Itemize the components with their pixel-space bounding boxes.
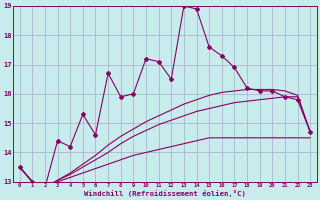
X-axis label: Windchill (Refroidissement éolien,°C): Windchill (Refroidissement éolien,°C) xyxy=(84,190,246,197)
